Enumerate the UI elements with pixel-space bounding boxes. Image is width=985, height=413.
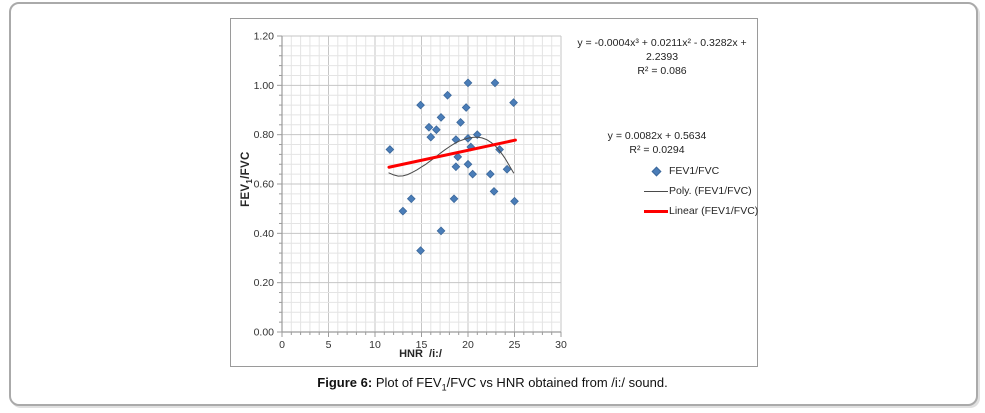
- y-tick-label: 0.00: [254, 327, 275, 339]
- x-tick-label: 0: [279, 339, 285, 351]
- scatter-point: [416, 246, 425, 255]
- scatter-point: [398, 206, 408, 216]
- scatter-point: [385, 145, 395, 154]
- legend-label-poly: Poly. (FEV1/FVC): [669, 185, 752, 197]
- scatter-point: [468, 169, 478, 179]
- scatter-point: [451, 162, 461, 172]
- y-tick-label: 0.40: [254, 228, 275, 240]
- poly-equation: y = -0.0004x³ + 0.0211x² - 0.3282x + 2.2…: [560, 36, 764, 78]
- scatter-point: [510, 196, 519, 206]
- legend: FEV1/FVC Poly. (FEV1/FVC) Linear (FEV1/F…: [643, 161, 763, 221]
- x-tick-label: 10: [369, 339, 381, 351]
- scatter-point: [406, 194, 416, 204]
- chart-container: 0 5 10 15 20 25 30 0.00 0.20 0.40 0.60 0.80 1.00 1.20: [230, 18, 758, 367]
- scatter-point: [463, 159, 473, 169]
- legend-label-linear: Linear (FEV1/FVC): [669, 205, 759, 217]
- x-tick-label: 15: [416, 339, 428, 351]
- scatter-point: [453, 152, 463, 162]
- y-tick-label: 0.60: [254, 179, 275, 191]
- y-tick-label: 0.20: [254, 277, 275, 289]
- y-tick-label: 0.80: [254, 129, 275, 141]
- x-tick-label: 25: [509, 339, 521, 351]
- legend-label-scatter: FEV1/FVC: [669, 165, 720, 177]
- y-axis-title-text: FEV: [239, 183, 252, 207]
- y-axis-title-subscript: 1: [245, 178, 255, 184]
- legend-item-poly: Poly. (FEV1/FVC): [643, 181, 763, 201]
- scatter-point: [436, 113, 446, 122]
- scatter-point: [495, 145, 504, 154]
- scatter-point: [485, 169, 495, 179]
- scatter-point: [463, 78, 473, 88]
- figure-caption-subscript: 1: [441, 382, 447, 393]
- x-tick-label: 20: [462, 339, 474, 351]
- chart-plot: 0 5 10 15 20 25 30 0.00 0.20 0.40 0.60 0.80 1.00 1.20: [254, 31, 567, 352]
- legend-item-linear: Linear (FEV1/FVC): [643, 201, 763, 221]
- figure-caption: Figure 6: Plot of FEV1/FVC vs HNR obtain…: [0, 375, 985, 393]
- scatter-point: [432, 125, 441, 135]
- x-tick-label: 30: [555, 339, 567, 351]
- figure-caption-text: Plot of FEV: [372, 375, 442, 390]
- poly-r-squared: R² = 0.086: [637, 65, 687, 77]
- figure-caption-label: Figure 6:: [317, 375, 373, 390]
- scatter-point: [443, 90, 452, 100]
- y-tick-label: 1.00: [254, 80, 275, 92]
- scatter-point: [489, 187, 499, 196]
- y-axis-title: FEV1/FVC: [240, 137, 254, 221]
- linear-trendline: [387, 138, 517, 169]
- y-axis-title-text2: /FVC: [239, 151, 252, 179]
- scatter-point: [502, 164, 512, 174]
- scatter-point: [490, 78, 500, 88]
- y-tick-label: 1.20: [254, 31, 275, 43]
- x-axis-title: HNR /i:/: [399, 348, 442, 360]
- scatter-point: [509, 98, 518, 107]
- scatter-point: [426, 132, 436, 142]
- linear-r-squared: R² = 0.0294: [629, 144, 685, 156]
- legend-item-scatter: FEV1/FVC: [643, 161, 763, 181]
- scatter-point: [424, 122, 434, 132]
- linear-equation: y = 0.0082x + 0.5634 R² = 0.0294: [582, 129, 732, 157]
- scatter-point: [461, 103, 471, 112]
- scatter-point: [456, 117, 465, 127]
- scatter-point: [436, 226, 446, 236]
- poly-equation-line: y = -0.0004x³ + 0.0211x² - 0.3282x + 2.2…: [577, 37, 747, 63]
- poly-line-icon: [643, 190, 669, 192]
- linear-line-icon: [643, 209, 669, 213]
- scatter-marker-icon: [643, 166, 669, 176]
- scatter-point: [416, 100, 425, 110]
- x-tick-label: 5: [326, 339, 332, 351]
- scatter-point: [472, 130, 482, 140]
- scatter-point: [449, 194, 459, 204]
- figure-caption-text2: /FVC vs HNR obtained from /i:/ sound.: [446, 375, 668, 390]
- linear-equation-line: y = 0.0082x + 0.5634: [607, 130, 707, 142]
